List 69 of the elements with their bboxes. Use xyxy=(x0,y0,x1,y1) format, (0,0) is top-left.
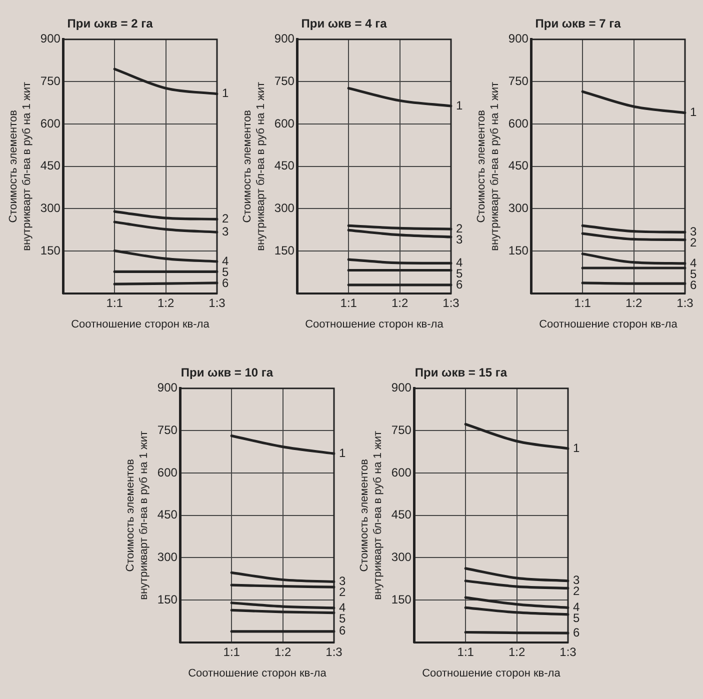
y-tick-label: 750 xyxy=(40,74,60,88)
y-tick-label: 450 xyxy=(508,158,528,172)
y-tick-label: 750 xyxy=(508,74,528,88)
y-tick-label: 300 xyxy=(390,550,412,564)
x-axis-title: Соотношение сторон кв-ла xyxy=(188,668,327,680)
y-axis-title: Стоимость элементов внутрикварт бл-ва в руб на 1 жит xyxy=(7,82,32,251)
y-tick-label: 150 xyxy=(274,243,294,258)
y-tick-label: 450 xyxy=(274,158,294,172)
y-tick-label: 300 xyxy=(40,200,60,215)
y-tick-label: 150 xyxy=(40,243,60,258)
y-tick-label: 900 xyxy=(40,31,60,46)
x-tick-label: 1:2 xyxy=(508,645,525,660)
series-label: 1 xyxy=(338,446,346,460)
y-axis-title: Стоимость элементов внутрикварт бл-ва в руб на 1 жит xyxy=(358,431,384,600)
chart-title: При ωкв = 7 га xyxy=(534,16,621,30)
y-tick-label: 150 xyxy=(390,592,412,607)
y-tick-label: 300 xyxy=(508,200,528,215)
x-tick-label: 1:3 xyxy=(676,296,694,310)
x-tick-label: 1:3 xyxy=(325,645,342,660)
y-tick-label: 900 xyxy=(156,380,178,395)
series-label: 1 xyxy=(690,104,696,119)
y-tick-label: 900 xyxy=(390,380,412,395)
y-tick-label: 900 xyxy=(274,31,294,46)
series-label: 1 xyxy=(456,98,462,112)
y-tick-label: 600 xyxy=(156,466,178,480)
y-tick-label: 300 xyxy=(274,200,294,215)
y-axis-title: Стоимость элементов внутрикварт бл-ва в руб на 1 жит xyxy=(124,431,150,600)
y-tick-label: 750 xyxy=(274,74,294,88)
y-tick-label: 600 xyxy=(274,116,294,130)
x-tick-label: 1:1 xyxy=(106,296,123,310)
series-label: 6 xyxy=(338,624,346,638)
y-tick-label: 900 xyxy=(508,31,528,46)
y-tick-label: 600 xyxy=(508,116,528,130)
series-label: 2 xyxy=(222,211,228,226)
x-tick-label: 1:1 xyxy=(456,645,474,660)
series-label: 1 xyxy=(572,441,580,456)
chart-title: При ωкв = 2 га xyxy=(66,16,153,30)
y-tick-label: 750 xyxy=(390,423,412,438)
x-axis-title: Соотношение сторон кв-ла xyxy=(70,318,210,330)
x-tick-label: 1:2 xyxy=(624,296,642,310)
y-axis-title: Стоимость элементов внутрикварт бл-ва в руб на 1 жит xyxy=(475,82,500,251)
x-tick-label: 1:2 xyxy=(274,645,291,660)
y-tick-label: 450 xyxy=(390,508,412,522)
x-tick-label: 1:1 xyxy=(574,296,591,310)
series-label: 3 xyxy=(222,224,228,238)
y-tick-label: 300 xyxy=(156,550,178,564)
x-axis-title: Соотношение сторон кв-ла xyxy=(422,668,561,680)
x-tick-label: 1:1 xyxy=(340,296,357,310)
series-label: 1 xyxy=(222,86,228,100)
x-tick-label: 1:3 xyxy=(442,296,460,310)
x-axis-title: Соотношение сторон кв-ла xyxy=(304,318,444,330)
y-axis-title: Стоимость элементов внутрикварт бл-ва в руб на 1 жит xyxy=(241,82,266,251)
y-tick-label: 600 xyxy=(40,116,60,130)
x-tick-label: 1:3 xyxy=(559,645,576,660)
x-axis-title: Соотношение сторон кв-ла xyxy=(538,318,678,330)
y-tick-label: 450 xyxy=(40,158,60,172)
x-tick-label: 1:1 xyxy=(222,645,240,660)
chart-title: При ωкв = 4 га xyxy=(300,16,387,30)
chart-title: При ωкв = 10 га xyxy=(180,366,273,380)
y-tick-label: 450 xyxy=(156,508,178,522)
chart-title: При ωкв = 15 га xyxy=(414,366,507,380)
x-tick-label: 1:2 xyxy=(156,296,174,310)
series-label: 6 xyxy=(572,626,580,640)
y-tick-label: 750 xyxy=(156,423,178,438)
x-tick-label: 1:2 xyxy=(390,296,408,310)
y-tick-label: 150 xyxy=(508,243,528,258)
y-tick-label: 600 xyxy=(390,466,412,480)
y-tick-label: 150 xyxy=(156,592,178,607)
x-tick-label: 1:3 xyxy=(208,296,226,310)
